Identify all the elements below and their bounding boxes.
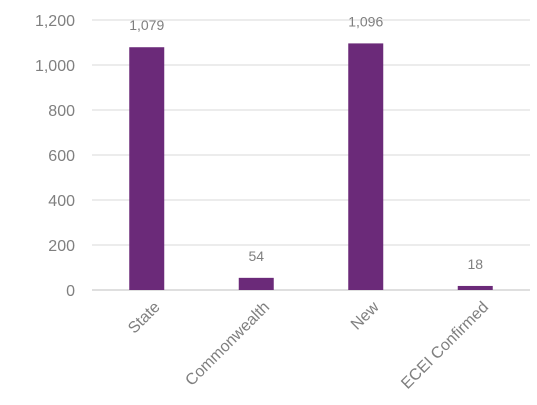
- y-tick-label: 600: [48, 148, 75, 165]
- y-tick-label: 200: [48, 238, 75, 255]
- data-label-ecei-confirmed: 18: [467, 256, 483, 272]
- data-label-new: 1,096: [348, 13, 383, 29]
- data-label-commonwealth: 54: [248, 248, 264, 264]
- y-tick-label: 1,200: [35, 13, 75, 30]
- y-tick-label: 0: [66, 283, 75, 300]
- category-label-state: State: [125, 299, 164, 338]
- bar-state: [129, 47, 165, 290]
- gridlines: [92, 19, 530, 246]
- bars: [129, 43, 493, 291]
- bar-commonwealth: [238, 277, 274, 290]
- data-label-state: 1,079: [129, 17, 164, 33]
- bar-new: [348, 43, 384, 291]
- bar-ecei-confirmed: [457, 285, 493, 290]
- y-axis-tick-labels: 0 200 400 600 800 1,000 1,200: [35, 13, 75, 300]
- category-label-new: New: [348, 298, 383, 333]
- y-tick-label: 1,000: [35, 58, 75, 75]
- y-tick-label: 400: [48, 193, 75, 210]
- x-axis-category-labels: State Commonwealth New ECEI Confirmed: [125, 298, 492, 392]
- y-tick-label: 800: [48, 103, 75, 120]
- data-labels: 1,079 54 1,096 18: [129, 13, 483, 272]
- category-label-ecei-confirmed: ECEI Confirmed: [398, 299, 492, 393]
- category-label-commonwealth: Commonwealth: [182, 299, 273, 390]
